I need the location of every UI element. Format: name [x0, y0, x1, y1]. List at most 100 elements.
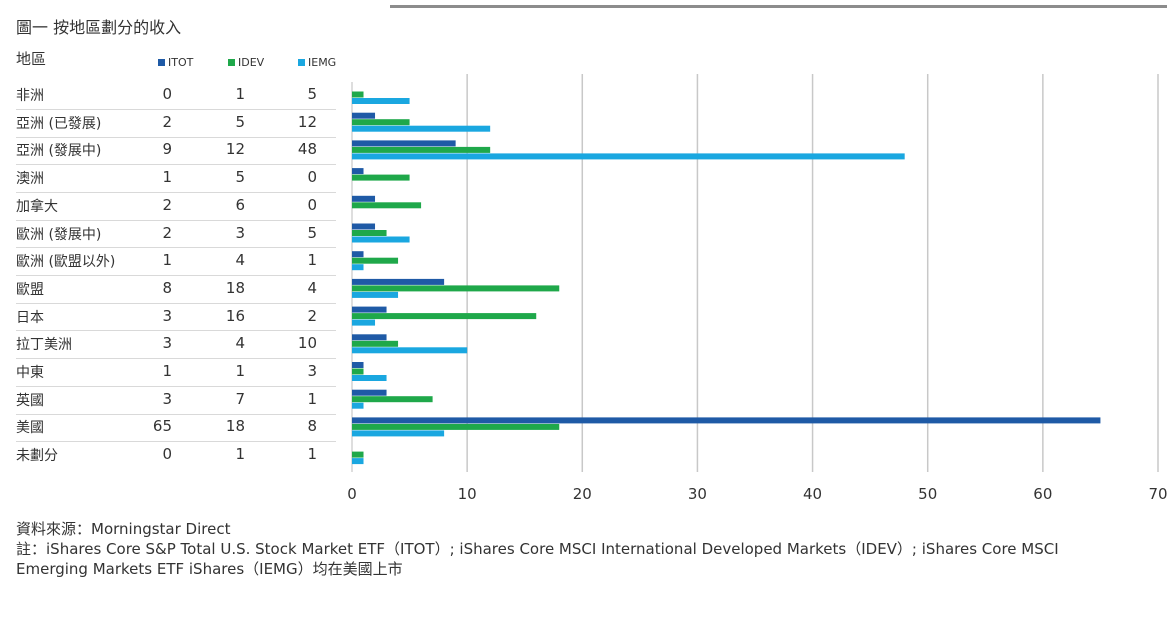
value-cell-iemg: 8: [307, 417, 317, 436]
value-cell-itot: 2: [162, 223, 172, 242]
bar-itot: [352, 112, 376, 119]
legend-iemg: IEMG: [298, 56, 336, 69]
row-separator: [16, 275, 336, 277]
region-label: 澳洲: [16, 171, 44, 188]
top-rule: [390, 5, 1167, 8]
legend-iemg-label: IEMG: [308, 56, 337, 69]
region-label: 歐盟: [16, 281, 44, 298]
value-cell-idev: 16: [225, 306, 245, 325]
source-note: 資料來源：Morningstar Direct: [16, 520, 231, 538]
value-cell-itot: 1: [162, 362, 172, 380]
value-cell-idev: 7: [235, 389, 245, 408]
bar-idev: [352, 340, 399, 347]
value-cell-idev: 4: [235, 334, 245, 353]
x-tick-label: 10: [458, 485, 477, 503]
value-cell-itot: 65: [152, 417, 172, 436]
bar-idev: [352, 451, 364, 458]
bar-idev: [352, 396, 433, 403]
bar-itot: [352, 362, 364, 368]
bar-iemg: [352, 236, 410, 243]
value-cell-itot: 9: [162, 140, 172, 159]
value-cell-iemg: 5: [307, 223, 317, 242]
bar-iemg: [352, 347, 468, 354]
bar-idev: [352, 174, 410, 181]
region-label: 英國: [16, 392, 44, 409]
value-cell-itot: 0: [162, 85, 172, 103]
bar-idev: [352, 119, 410, 126]
value-cell-itot: 3: [162, 334, 172, 353]
value-cell-iemg: 3: [307, 362, 317, 380]
ticker-note-line-1: 註：iShares Core S&P Total U.S. Stock Mark…: [16, 540, 1059, 558]
row-separator: [16, 191, 336, 193]
legend-itot: ITOT: [158, 56, 193, 69]
bar-itot: [352, 334, 387, 341]
bar-itot: [352, 195, 376, 202]
bar-idev: [352, 285, 560, 292]
row-separator: [16, 413, 336, 415]
value-cell-itot: 1: [162, 251, 172, 270]
x-tick-label: 40: [803, 485, 822, 503]
value-cell-itot: 3: [162, 389, 172, 408]
value-cell-idev: 1: [235, 445, 245, 464]
row-separator: [16, 164, 336, 166]
value-cell-iemg: 1: [307, 251, 317, 270]
bar-iemg: [352, 430, 445, 437]
bar-idev: [352, 230, 387, 236]
x-tick-label: 20: [573, 485, 592, 503]
region-label: 歐洲 (歐盟以外): [16, 254, 116, 271]
bar-itot: [352, 140, 456, 147]
value-cell-itot: 8: [162, 278, 172, 297]
value-cell-itot: 2: [162, 112, 172, 131]
row-separator: [16, 358, 336, 360]
bar-iemg: [352, 291, 399, 298]
bar-itot: [352, 417, 1101, 424]
value-cell-iemg: 12: [297, 112, 317, 131]
region-label: 中東: [16, 365, 44, 381]
legend-iemg-swatch: [298, 59, 305, 66]
value-cell-idev: 4: [235, 251, 245, 270]
value-cell-idev: 1: [235, 85, 245, 103]
value-cell-idev: 3: [235, 223, 245, 242]
legend-itot-swatch: [158, 59, 165, 66]
bar-idev: [352, 313, 537, 320]
bar-iemg: [352, 319, 376, 326]
value-cell-itot: 3: [162, 306, 172, 325]
value-cell-iemg: 1: [307, 445, 317, 464]
row-separator: [16, 136, 336, 138]
region-label: 歐洲 (發展中): [16, 226, 102, 243]
bar-itot: [352, 278, 445, 285]
value-cell-itot: 2: [162, 195, 172, 214]
bar-idev: [352, 146, 491, 153]
bar-itot: [352, 389, 387, 396]
bar-iemg: [352, 458, 364, 465]
bar-iemg: [352, 375, 387, 381]
bar-itot: [352, 306, 387, 313]
bar-iemg: [352, 98, 410, 104]
bar-idev: [352, 257, 399, 264]
row-separator: [16, 385, 336, 387]
value-cell-itot: 0: [162, 445, 172, 464]
row-separator: [16, 330, 336, 332]
bar-iemg: [352, 402, 364, 409]
row-separator: [16, 108, 336, 110]
value-cell-itot: 1: [162, 168, 172, 187]
x-tick-label: 50: [918, 485, 937, 503]
ticker-note-line-2: Emerging Markets ETF iShares（IEMG）均在美國上市: [16, 560, 403, 578]
value-cell-idev: 5: [235, 112, 245, 131]
value-cell-iemg: 0: [307, 168, 317, 187]
region-label: 未劃分: [16, 448, 58, 465]
region-label: 美國: [16, 420, 44, 437]
region-label: 加拿大: [16, 198, 58, 215]
region-label: 亞洲 (已發展): [16, 115, 102, 132]
value-cell-idev: 12: [225, 140, 245, 159]
value-cell-iemg: 2: [307, 306, 317, 325]
x-tick-label: 60: [1033, 485, 1052, 503]
row-separator: [16, 441, 336, 443]
value-cell-idev: 18: [225, 278, 245, 297]
value-cell-idev: 6: [235, 195, 245, 214]
bar-idev: [352, 368, 364, 375]
value-cell-iemg: 10: [297, 334, 317, 353]
x-tick-label: 0: [347, 485, 357, 503]
legend-idev-swatch: [228, 59, 235, 66]
bar-itot: [352, 168, 364, 175]
